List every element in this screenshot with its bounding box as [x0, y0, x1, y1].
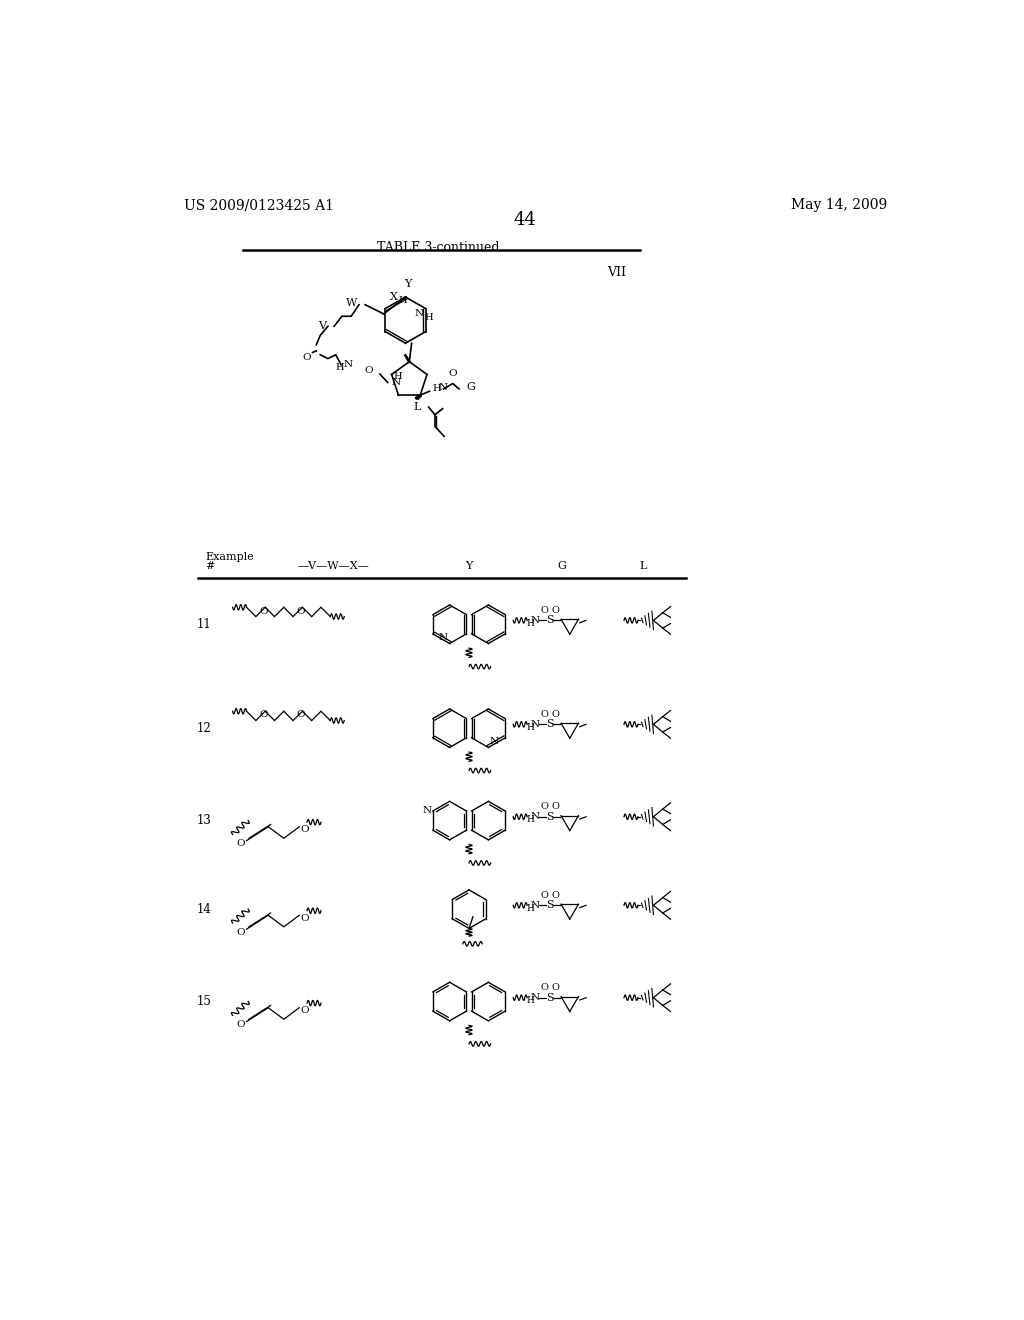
Text: O: O	[541, 983, 548, 993]
Text: N: N	[530, 719, 540, 729]
Text: N: N	[530, 812, 540, 821]
Text: O: O	[551, 983, 559, 993]
Text: H: H	[526, 619, 535, 628]
Text: O: O	[541, 710, 548, 719]
Text: May 14, 2009: May 14, 2009	[791, 198, 887, 213]
Text: #: #	[206, 561, 215, 570]
Text: H: H	[424, 313, 433, 322]
Text: O: O	[301, 1006, 309, 1015]
Text: O: O	[237, 928, 245, 937]
Text: O: O	[449, 370, 457, 378]
Text: L: L	[414, 403, 421, 412]
Text: 15: 15	[197, 995, 211, 1008]
Text: X: X	[390, 292, 397, 302]
Text: O: O	[297, 607, 305, 615]
Text: US 2009/0123425 A1: US 2009/0123425 A1	[183, 198, 334, 213]
Text: W: W	[346, 298, 357, 308]
Text: O: O	[303, 352, 311, 362]
Text: 13: 13	[197, 814, 211, 828]
Text: H: H	[335, 363, 344, 372]
Text: N: N	[415, 309, 424, 318]
Text: H: H	[393, 372, 401, 381]
Text: N: N	[422, 807, 431, 816]
Text: V: V	[318, 321, 327, 331]
Text: O: O	[541, 891, 548, 900]
Text: H: H	[433, 384, 441, 393]
Text: N: N	[530, 993, 540, 1002]
Text: 11: 11	[197, 618, 211, 631]
Text: N: N	[438, 383, 447, 392]
Text: O: O	[301, 825, 309, 834]
Text: L: L	[640, 561, 647, 570]
Text: 14: 14	[197, 903, 211, 916]
Text: Y: Y	[465, 561, 473, 570]
Text: N: N	[489, 737, 499, 746]
Text: VII: VII	[607, 267, 626, 280]
Text: S: S	[546, 812, 553, 822]
Text: H: H	[526, 997, 535, 1006]
Text: O: O	[541, 803, 548, 812]
Text: O: O	[259, 710, 268, 719]
Text: O: O	[365, 367, 374, 375]
Text: O: O	[551, 803, 559, 812]
Text: S: S	[546, 719, 553, 730]
Text: O: O	[259, 607, 268, 615]
Text: O: O	[551, 606, 559, 615]
Text: O: O	[551, 891, 559, 900]
Text: G: G	[557, 561, 566, 570]
Text: O: O	[237, 1020, 245, 1030]
Text: O: O	[237, 840, 245, 849]
Text: N: N	[530, 900, 540, 909]
Text: S: S	[546, 900, 553, 911]
Text: O: O	[297, 710, 305, 719]
Text: H: H	[398, 296, 407, 305]
Text: S: S	[546, 615, 553, 626]
Text: TABLE 3-continued: TABLE 3-continued	[377, 240, 500, 253]
Text: N: N	[439, 634, 449, 642]
Text: Example: Example	[206, 552, 254, 561]
Text: S: S	[546, 993, 553, 1003]
Text: N: N	[391, 378, 400, 387]
Text: 44: 44	[513, 211, 537, 228]
Text: G: G	[467, 383, 475, 392]
Text: N: N	[530, 616, 540, 624]
Text: O: O	[301, 913, 309, 923]
Text: O: O	[541, 606, 548, 615]
Text: H: H	[526, 816, 535, 824]
Text: Y: Y	[404, 280, 412, 289]
Text: 12: 12	[197, 722, 211, 735]
Text: —V—W—X—: —V—W—X—	[298, 561, 370, 570]
Text: H: H	[526, 904, 535, 913]
Text: O: O	[551, 710, 559, 719]
Text: H: H	[526, 723, 535, 731]
Text: N: N	[343, 360, 352, 370]
